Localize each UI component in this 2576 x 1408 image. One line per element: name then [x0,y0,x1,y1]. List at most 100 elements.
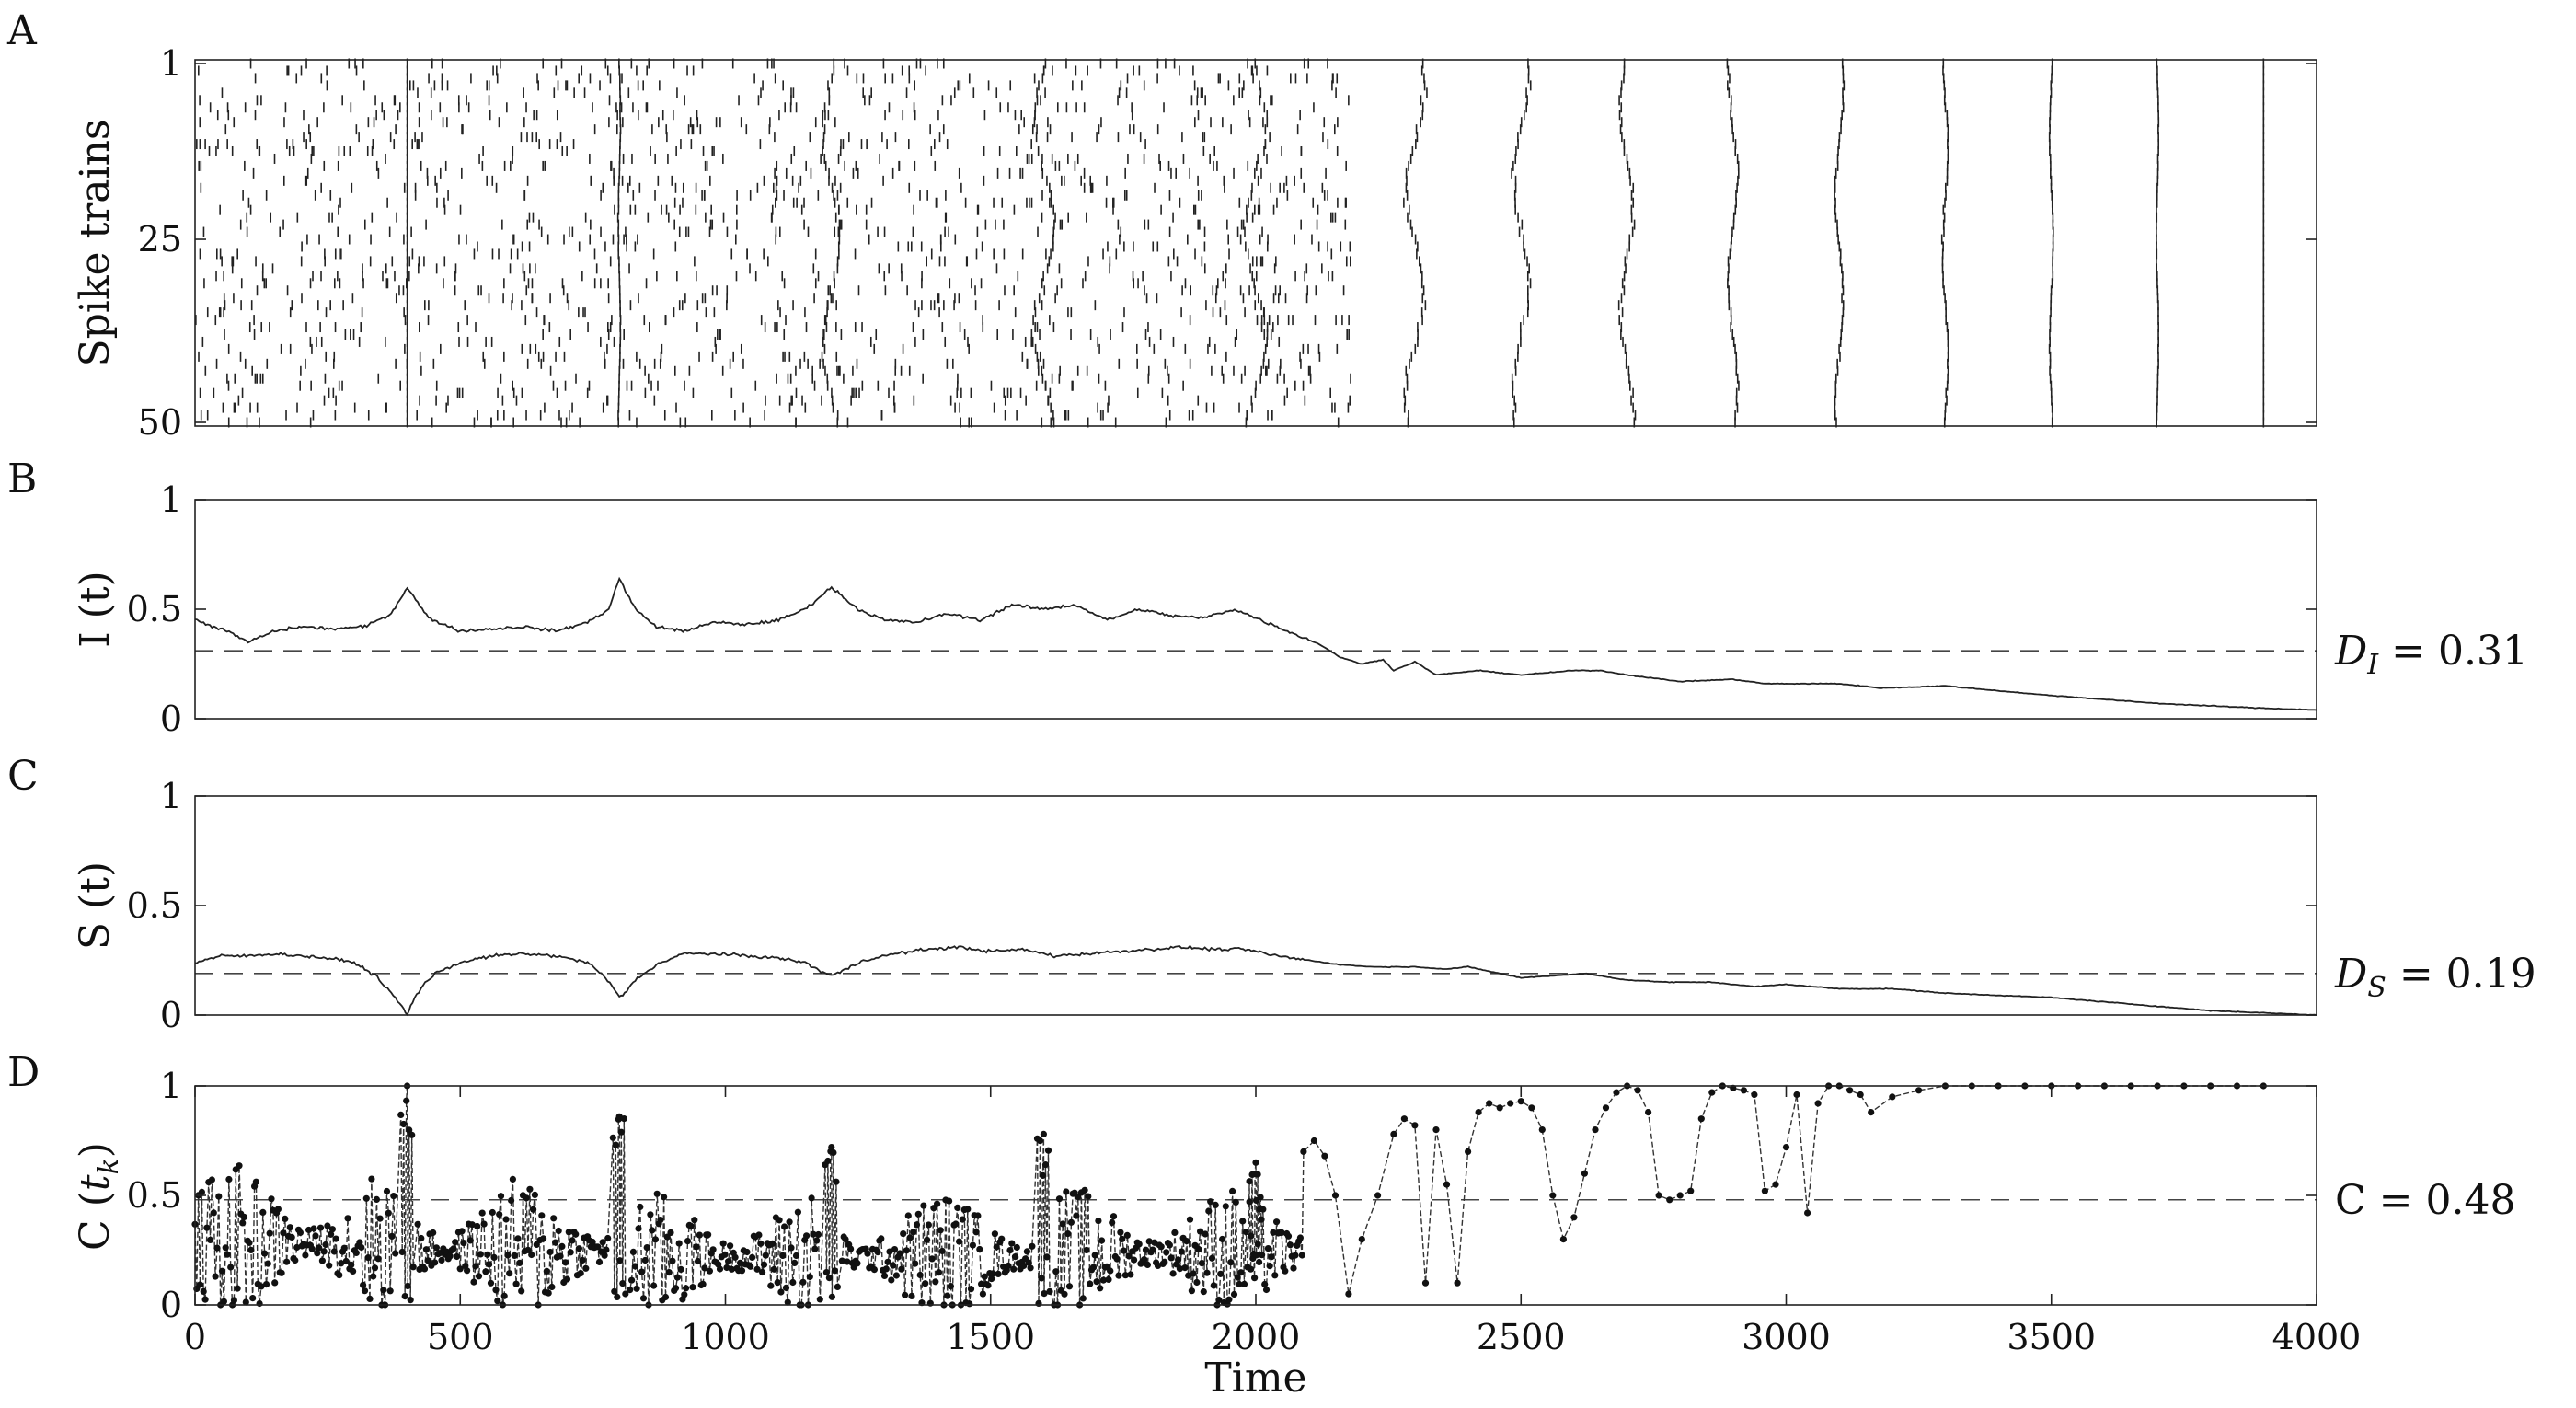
panel-d-point [454,1253,460,1260]
panel-d-point [287,1224,293,1230]
panel-d-point [833,1179,839,1185]
panel-d-point [747,1264,753,1270]
panel-d-point [479,1210,486,1217]
panel-d-point [1121,1248,1127,1254]
panel-d-point [847,1246,854,1252]
panel-d-point [1698,1115,1705,1122]
panel-d-point [926,1221,932,1228]
x-tick-label: 2500 [1477,1317,1566,1357]
panel-d-point [388,1233,395,1240]
panel-d-point [578,1270,584,1276]
panel-d-point [488,1280,494,1287]
panel-letter-a: A [6,7,38,54]
y-tick-label: 0.5 [127,589,182,629]
panel-d-point [1040,1172,1046,1179]
panel-d-point [1290,1265,1296,1272]
panel-d-point [1168,1254,1175,1261]
panel-d-point [936,1269,942,1275]
panel-d-point [203,1225,210,1231]
y-tick-label: 0 [160,995,182,1035]
panel-d-point [830,1149,836,1156]
panel-d-point [1432,1126,1439,1133]
panel-d-point [1092,1252,1098,1258]
panel-d-point [809,1194,815,1201]
panel-d-point [791,1260,798,1266]
panel-b-ylabel: I (t) [72,571,119,647]
panel-d-point [1321,1153,1328,1160]
panel-d-point [1374,1192,1381,1198]
panel-d-point [739,1267,745,1274]
panel-d-point [1097,1285,1103,1291]
panel-d-point [516,1260,523,1266]
panel-d-point [666,1269,673,1275]
panel-d-point [1297,1234,1304,1241]
panel-d-point [662,1294,669,1300]
panel-d-point [341,1245,348,1252]
panel-d-point [261,1251,268,1257]
panel-d-point [652,1236,659,1242]
panel-d-point [763,1252,769,1259]
panel-d-point [788,1244,794,1251]
panel-d-point [1028,1264,1034,1271]
panel-d-point [562,1259,569,1265]
panel-d-point [408,1132,415,1138]
panel-d-point [695,1258,701,1264]
panel-d-point [1117,1229,1123,1236]
panel-d-point [421,1265,428,1272]
panel-d-ylabel-main: C ( [72,1191,119,1251]
panel-d-point [558,1252,564,1259]
panel-d-point [769,1241,776,1247]
panel-d-point [363,1195,370,1202]
panel-d-point [504,1252,511,1258]
panel-d-point [1259,1206,1266,1213]
panel-d-point [725,1258,731,1264]
panel-d-point [415,1221,421,1228]
panel-d-ylabel-close: ) [72,1142,119,1158]
panel-d-point [223,1244,229,1251]
panel-d-point [408,1297,414,1303]
panel-d-point [755,1231,762,1238]
panel-d-point [333,1236,339,1242]
panel-d-point [910,1229,916,1235]
panel-d-point [917,1272,924,1278]
panel-d-point [649,1227,655,1233]
panel-d-point [319,1257,326,1264]
panel-d-point [1255,1171,1261,1178]
panel-d-point [202,1297,209,1303]
panel-d-point [375,1255,382,1262]
panel-d-point [1052,1268,1059,1275]
panel-d-point [1124,1232,1131,1239]
panel-d-point [667,1229,673,1236]
panel-d-point [1411,1122,1418,1128]
panel-d-point [1263,1287,1270,1293]
panel-d-point [405,1283,411,1289]
panel-d-point [681,1291,687,1298]
panel-d-point [634,1286,640,1292]
panel-d-point [365,1254,372,1261]
panel-d-point [657,1217,663,1223]
y-tick-label: 25 [138,219,182,260]
panel-d-point [460,1240,466,1246]
panel-d-point [546,1249,553,1255]
panel-d-point [974,1212,981,1218]
panel-d-point [654,1191,661,1197]
panel-d-point [358,1244,364,1251]
panel-d-point [696,1232,703,1239]
panel-c-dist-sub: S [2367,972,2386,1004]
panel-d-point [1300,1148,1306,1155]
panel-d-point [336,1272,342,1278]
panel-d-point [197,1281,203,1287]
panel-d-point [905,1212,912,1218]
panel-b-dist-main: D [2334,628,2367,675]
panel-d-point [1247,1198,1253,1205]
panel-d-point [1090,1264,1097,1271]
panel-d-point [236,1162,242,1169]
panel-d-point [1082,1187,1088,1194]
panel-d-point [807,1274,813,1280]
panel-d-point [514,1235,521,1241]
panel-d-point [399,1249,406,1255]
panel-d-point [249,1295,256,1301]
panel-d-point [789,1279,796,1286]
panel-d-point [1195,1246,1202,1252]
panel-d-point [1163,1249,1169,1255]
